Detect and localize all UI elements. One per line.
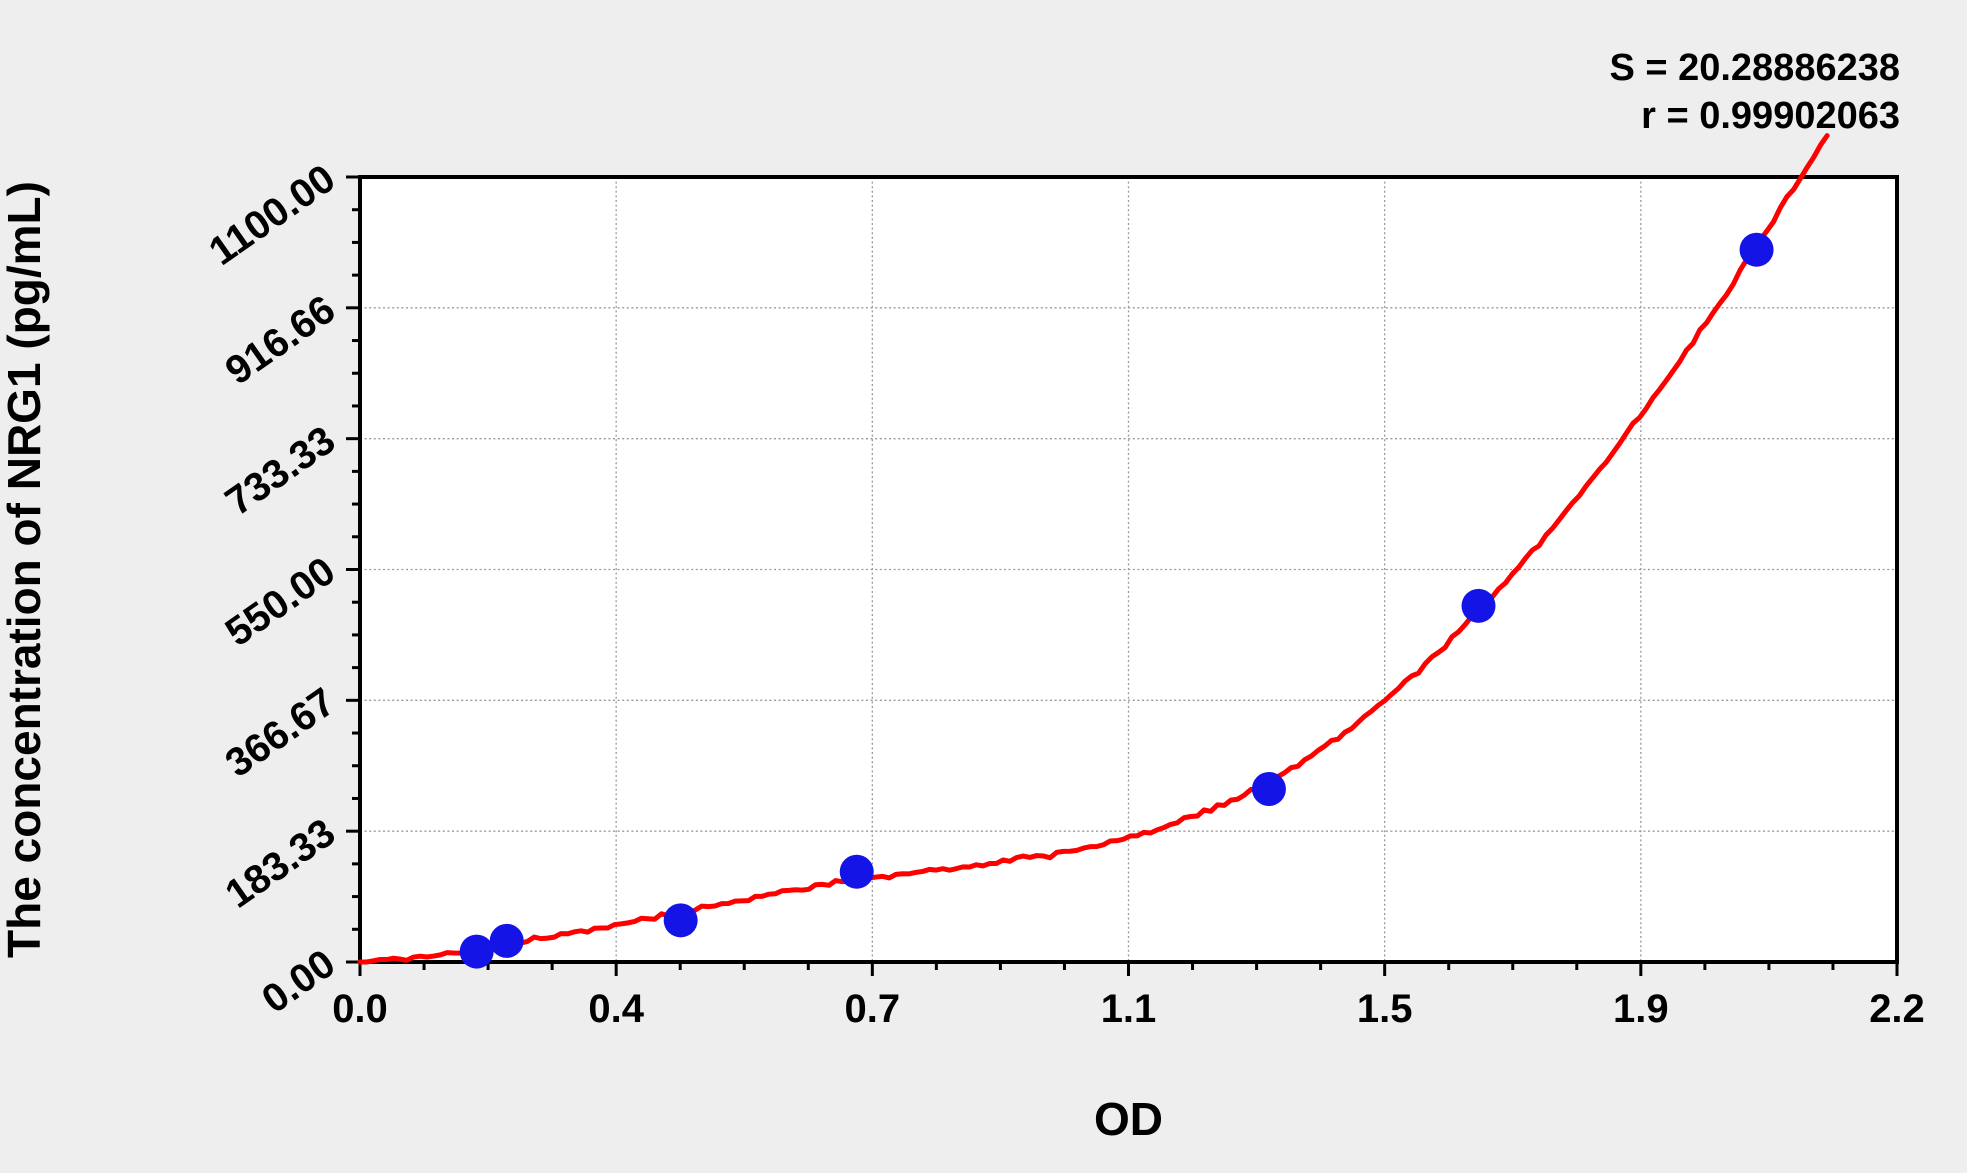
svg-text:0.4: 0.4 — [588, 987, 644, 1031]
svg-text:0.0: 0.0 — [332, 987, 388, 1031]
svg-text:0.7: 0.7 — [845, 987, 901, 1031]
svg-text:S = 20.28886238: S = 20.28886238 — [1609, 47, 1900, 89]
svg-text:2.2: 2.2 — [1869, 987, 1925, 1031]
svg-text:1.9: 1.9 — [1613, 987, 1669, 1031]
svg-text:1.1: 1.1 — [1101, 987, 1157, 1031]
svg-text:OD: OD — [1094, 1093, 1163, 1145]
svg-text:r = 0.99902063: r = 0.99902063 — [1641, 95, 1900, 137]
svg-text:1.5: 1.5 — [1357, 987, 1413, 1031]
svg-text:The concentration of NRG1 (pg/: The concentration of NRG1 (pg/mL) — [0, 181, 50, 958]
